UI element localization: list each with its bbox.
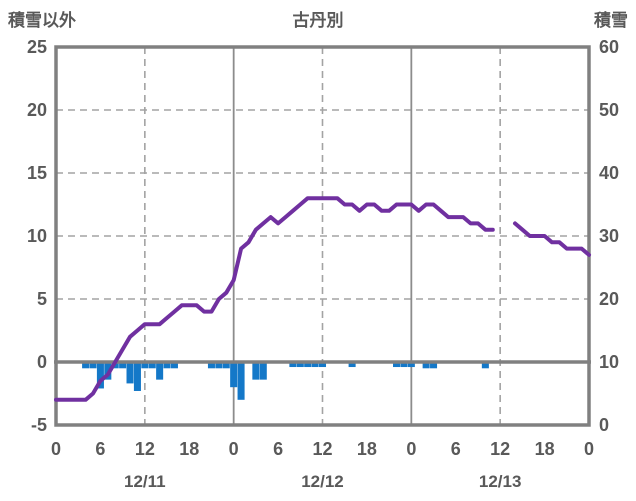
date-label-12-13: 12/13 (479, 472, 522, 491)
x-tick-h36: 12 (312, 439, 332, 459)
left-axis-title: 積雪以外 (8, 11, 76, 30)
bar-hour-16 (170, 362, 178, 369)
x-tick-h24: 0 (229, 439, 239, 459)
right-axis-title: 積雪 (594, 11, 628, 30)
bar-hour-11 (133, 362, 141, 391)
bar-hour-48 (407, 362, 415, 368)
x-tick-h72: 0 (584, 439, 594, 459)
date-label-12-12: 12/12 (301, 472, 344, 491)
bar-hour-35 (311, 362, 319, 368)
bar-hour-10 (126, 362, 134, 384)
bar-hour-12 (141, 362, 149, 369)
x-tick-h66: 18 (535, 439, 555, 459)
bar-hour-34 (304, 362, 312, 368)
bar-hour-47 (400, 362, 408, 368)
bar-hour-58 (481, 362, 489, 369)
bar-series (82, 362, 489, 400)
x-tick-h6: 6 (95, 439, 105, 459)
x-tick-h12: 12 (135, 439, 155, 459)
right-tick-0: 0 (599, 415, 609, 435)
right-tick-40: 40 (599, 163, 619, 183)
bar-hour-13 (148, 362, 156, 369)
x-tick-h30: 6 (273, 439, 283, 459)
right-tick-60: 60 (599, 37, 619, 57)
bar-hour-50 (422, 362, 430, 369)
left-tick--5: -5 (31, 415, 47, 435)
bar-hour-24 (230, 362, 238, 388)
snow-depth-line (54, 196, 591, 402)
bar-hour-36 (318, 362, 327, 368)
x-tick-h54: 6 (451, 439, 461, 459)
right-tick-10: 10 (599, 352, 619, 372)
line-series (54, 196, 591, 402)
bar-hour-4 (82, 362, 90, 369)
left-tick-25: 25 (27, 37, 47, 57)
chart-title: 古丹別 (292, 11, 344, 30)
bar-hour-6 (96, 362, 104, 389)
date-label-12-11: 12/11 (124, 472, 166, 491)
right-tick-20: 20 (599, 289, 619, 309)
left-tick-10: 10 (27, 226, 47, 246)
left-tick-20: 20 (27, 100, 47, 120)
bar-hour-46 (393, 362, 401, 368)
bar-hour-15 (163, 362, 171, 369)
x-tick-h48: 0 (406, 439, 416, 459)
bar-hour-25 (237, 362, 245, 400)
axes-frame (54, 45, 591, 427)
right-tick-50: 50 (599, 100, 619, 120)
bar-hour-27 (252, 362, 260, 380)
bar-hour-28 (259, 362, 267, 380)
bar-hour-9 (119, 362, 127, 369)
right-tick-30: 30 (599, 226, 619, 246)
bar-hour-22 (215, 362, 223, 369)
left-tick-0: 0 (37, 352, 47, 372)
bar-hour-5 (89, 362, 97, 369)
bar-hour-33 (296, 362, 304, 368)
bar-hour-40 (348, 362, 356, 368)
bar-hour-51 (430, 362, 438, 369)
bar-hour-23 (222, 362, 230, 369)
x-tick-h60: 12 (490, 439, 510, 459)
x-tick-h42: 18 (357, 439, 377, 459)
left-tick-15: 15 (27, 163, 47, 183)
bar-hour-32 (289, 362, 297, 368)
bar-hour-14 (156, 362, 164, 380)
x-tick-h0: 0 (51, 439, 61, 459)
bar-hour-21 (207, 362, 215, 369)
x-tick-h18: 18 (179, 439, 199, 459)
left-tick-5: 5 (37, 289, 47, 309)
